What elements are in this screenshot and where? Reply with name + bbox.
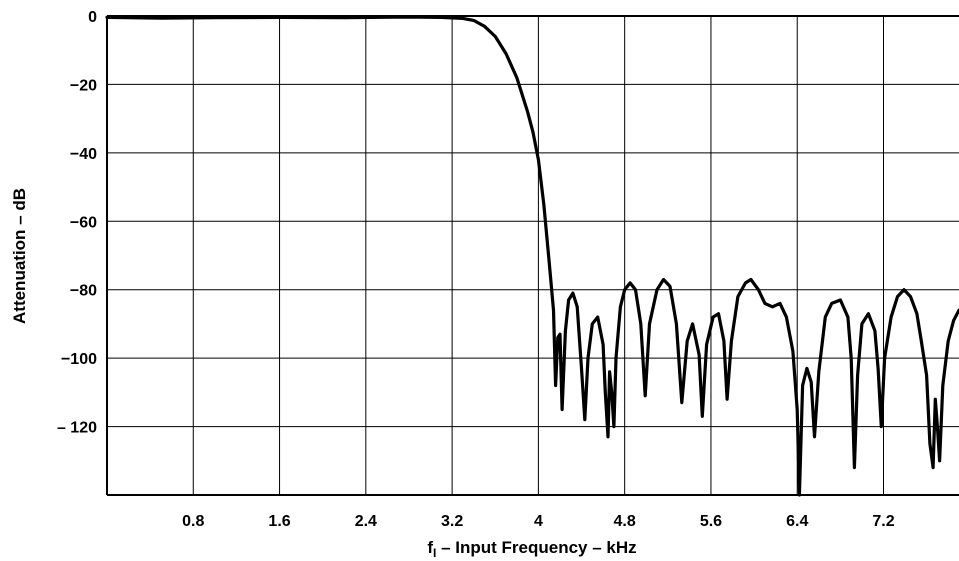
y-axis-title: Attenuation – dB (10, 188, 29, 324)
x-tick-label: 7.2 (872, 513, 894, 530)
x-tick-label: 4.8 (614, 513, 636, 530)
grid-lines (107, 16, 959, 495)
y-tick-label: −80 (70, 283, 97, 300)
y-tick-label: −100 (61, 351, 97, 368)
x-tick-label: 5.6 (700, 513, 722, 530)
attenuation-curve (105, 15, 959, 497)
y-tick-label: −60 (70, 214, 97, 231)
plot-frame (106, 15, 959, 496)
x-axis-title: fI – Input Frequency – kHz (427, 538, 636, 560)
x-tick-label: 3.2 (441, 513, 463, 530)
y-tick-labels: 0 −20 −40 −60 −80 −100 – 120 (57, 9, 97, 437)
y-tick-label: 0 (88, 9, 97, 26)
x-tick-label: 0.8 (182, 513, 204, 530)
y-tick-label: −20 (70, 77, 97, 94)
x-tick-labels: 0.8 1.6 2.4 3.2 4 4.8 5.6 6.4 7.2 (182, 513, 895, 530)
x-tick-label: 4 (534, 513, 543, 530)
y-tick-label: −40 (70, 146, 97, 163)
x-tick-label: 2.4 (355, 513, 377, 530)
x-tick-label: 1.6 (268, 513, 290, 530)
x-tick-label: 6.4 (786, 513, 808, 530)
y-tick-label: – 120 (57, 420, 97, 437)
